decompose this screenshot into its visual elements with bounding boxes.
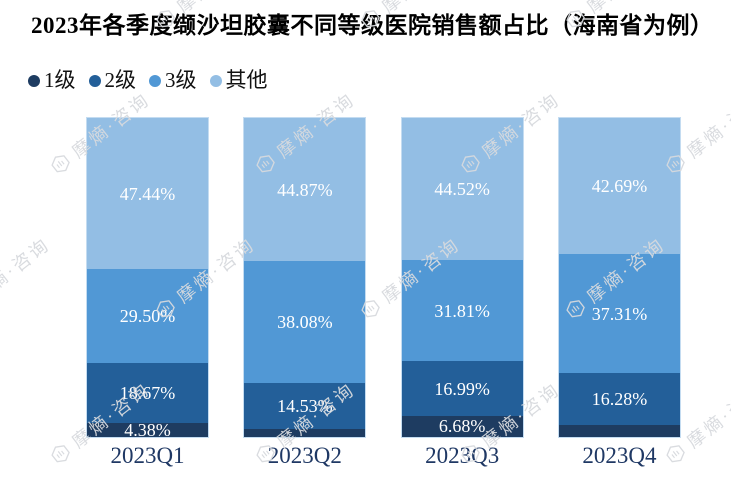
bar-segment-1级-2023Q2 xyxy=(244,428,366,437)
segment-value-label: 4.38% xyxy=(124,419,171,440)
bar-2023Q1: 47.44% 29.50% 18.67% 4.38% xyxy=(86,117,209,440)
x-axis-label-2023Q2: 2023Q2 xyxy=(267,443,342,468)
bar-segment-3级-2023Q2: 38.08% xyxy=(244,261,366,383)
legend-dot-icon xyxy=(88,74,101,87)
bar-segment-2级-2023Q3: 16.99% xyxy=(401,361,523,416)
bar-segment-1级-2023Q3: 6.68% xyxy=(401,415,523,437)
bar-segment-3级-2023Q4: 37.31% xyxy=(558,254,680,374)
segment-value-label: 29.50% xyxy=(119,306,176,327)
legend-label: 1级 xyxy=(44,68,76,92)
legend-dot-icon xyxy=(149,74,161,87)
bar-2023Q2: 44.87% 38.08% 14.53% xyxy=(243,117,367,438)
bar-2023Q3: 44.52% 31.81% 16.99% 6.68% xyxy=(400,117,524,438)
segment-value-label: 18.67% xyxy=(119,383,176,404)
segment-value-label: 44.52% xyxy=(434,179,490,199)
bar-segment-1级-2023Q1: 4.38% xyxy=(87,419,208,440)
segment-value-label: 6.68% xyxy=(438,416,486,437)
bar-segment-其他-2023Q3: 44.52% xyxy=(401,118,523,261)
segment-value-label: 42.69% xyxy=(591,176,648,197)
legend-dot-icon xyxy=(209,74,222,87)
segment-value-label: 38.08% xyxy=(277,311,333,332)
segment-value-label: 44.87% xyxy=(277,179,333,200)
legend-item-2级: 2级 xyxy=(88,68,137,92)
segment-value-label: 31.81% xyxy=(434,300,490,321)
legend-label: 其他 xyxy=(225,68,268,92)
legend-item-3级: 3级 xyxy=(149,70,197,91)
legend-item-其他: 其他 xyxy=(209,68,268,92)
bar-segment-1级-2023Q4 xyxy=(558,425,680,437)
bar-segment-3级-2023Q3: 31.81% xyxy=(401,260,523,362)
legend-label: 3级 xyxy=(165,68,197,92)
x-axis-label-2023Q1: 2023Q1 xyxy=(110,443,185,468)
bar-segment-其他-2023Q2: 44.87% xyxy=(244,118,366,262)
bar-segment-2级-2023Q1: 18.67% xyxy=(87,363,208,423)
bar-segment-2级-2023Q4: 16.28% xyxy=(558,373,680,426)
segment-value-label: 47.44% xyxy=(119,183,176,204)
bar-segment-其他-2023Q4: 42.69% xyxy=(558,118,680,255)
bar-segment-其他-2023Q1: 47.44% xyxy=(87,118,208,270)
segment-value-label: 14.53% xyxy=(277,395,333,416)
segment-value-label: 16.99% xyxy=(434,378,490,399)
legend-dot-icon xyxy=(28,74,40,87)
segment-value-label: 16.28% xyxy=(591,389,648,410)
bar-segment-2级-2023Q2: 14.53% xyxy=(244,382,366,429)
bar-2023Q4: 42.69% 37.31% 16.28% xyxy=(557,117,681,438)
x-axis-label-2023Q3: 2023Q3 xyxy=(425,443,500,468)
bar-segment-3级-2023Q1: 29.50% xyxy=(87,269,208,364)
x-axis-label-2023Q4: 2023Q4 xyxy=(582,443,657,468)
legend-label: 2级 xyxy=(104,68,137,92)
segment-value-label: 37.31% xyxy=(591,303,648,324)
legend-item-1级: 1级 xyxy=(28,70,76,91)
legend: 1级 2级 3级 其他 xyxy=(28,70,268,91)
